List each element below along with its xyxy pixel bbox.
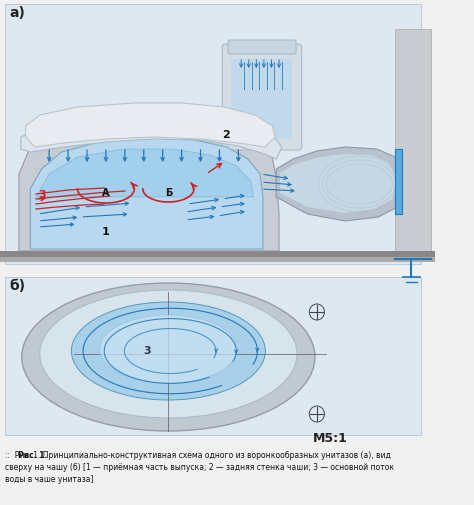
Bar bbox=[5, 5, 421, 265]
Text: а): а) bbox=[9, 6, 25, 20]
Polygon shape bbox=[36, 149, 254, 197]
Polygon shape bbox=[30, 139, 263, 249]
Text: 3: 3 bbox=[38, 189, 46, 199]
Polygon shape bbox=[19, 116, 279, 251]
Text: М5:1: М5:1 bbox=[313, 431, 348, 444]
Ellipse shape bbox=[22, 283, 315, 431]
Polygon shape bbox=[21, 120, 282, 160]
Bar bbox=[0, 258, 435, 263]
Ellipse shape bbox=[72, 302, 265, 400]
FancyBboxPatch shape bbox=[222, 45, 302, 150]
Bar bbox=[231, 60, 292, 140]
Text: сверху на чашу (б) [1 — приёмная часть выпуска; 2 — задняя стенка чаши; 3 — осно: сверху на чашу (б) [1 — приёмная часть в… bbox=[5, 462, 394, 471]
Polygon shape bbox=[26, 104, 275, 147]
FancyBboxPatch shape bbox=[228, 41, 296, 55]
Bar bbox=[5, 277, 421, 435]
Ellipse shape bbox=[100, 316, 237, 383]
Text: 3: 3 bbox=[144, 345, 151, 356]
Bar bbox=[395, 30, 431, 260]
Bar bbox=[395, 149, 402, 215]
Ellipse shape bbox=[40, 290, 297, 418]
Polygon shape bbox=[276, 147, 402, 222]
Text: ::  Рис. 1. Принципиально-конструктивная схема одного из воронкообразных унитазо: :: Рис. 1. Принципиально-конструктивная … bbox=[5, 450, 391, 459]
Text: 2: 2 bbox=[222, 130, 230, 140]
Text: воды в чаше унитаза]: воды в чаше унитаза] bbox=[5, 474, 93, 483]
Polygon shape bbox=[90, 358, 248, 427]
Text: 1: 1 bbox=[102, 227, 110, 236]
Bar bbox=[0, 251, 435, 260]
Polygon shape bbox=[280, 155, 395, 214]
Text: А: А bbox=[102, 188, 109, 197]
Text: Б: Б bbox=[165, 188, 173, 197]
Text: Рис. 1.: Рис. 1. bbox=[18, 450, 47, 459]
Text: б): б) bbox=[9, 278, 26, 292]
